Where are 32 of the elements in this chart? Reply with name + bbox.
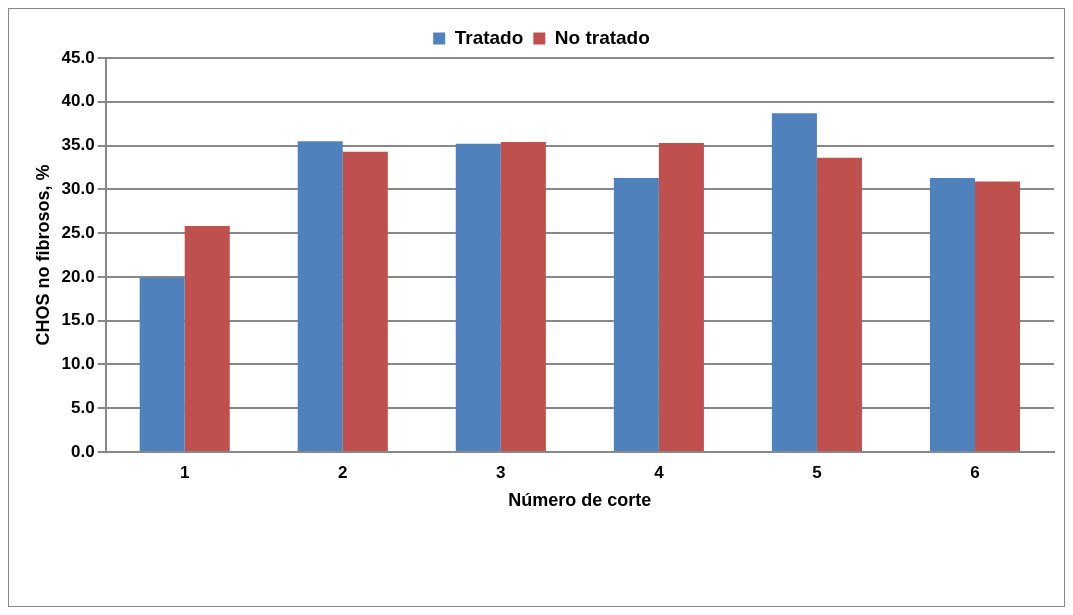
bar [139,277,185,451]
bar [771,113,817,451]
x-tick-label: 5 [812,462,822,482]
y-tick-label: 5.0 [71,397,95,417]
x-tick-label: 2 [338,462,348,482]
bar [455,143,501,451]
bar [500,142,546,451]
y-tick-label: 25.0 [61,222,95,242]
x-tick-label: 4 [654,462,665,482]
y-tick-label: 45.0 [61,47,95,67]
x-tick-label: 1 [179,462,190,482]
y-axis-title: CHOS no fibrosos, % [32,164,53,346]
y-tick-label: 40.0 [61,91,95,111]
y-tick-label: 0.0 [71,441,95,461]
bar [816,157,862,451]
bar [658,142,704,451]
x-axis-title: Número de corte [508,490,652,511]
y-tick-label: 20.0 [61,266,95,286]
bar [613,177,659,451]
bar [342,151,388,451]
legend-label: Tratado [454,26,524,48]
legend-label: No tratado [554,26,650,48]
y-tick-label: 10.0 [61,354,95,374]
bar [929,177,975,451]
y-tick-label: 35.0 [61,135,95,155]
x-tick-label: 6 [970,462,980,482]
bar [184,226,230,451]
y-tick-label: 30.0 [61,179,95,199]
bar [297,141,343,451]
x-tick-label: 3 [496,462,506,482]
y-tick-label: 15.0 [61,310,95,330]
bar [974,181,1021,451]
